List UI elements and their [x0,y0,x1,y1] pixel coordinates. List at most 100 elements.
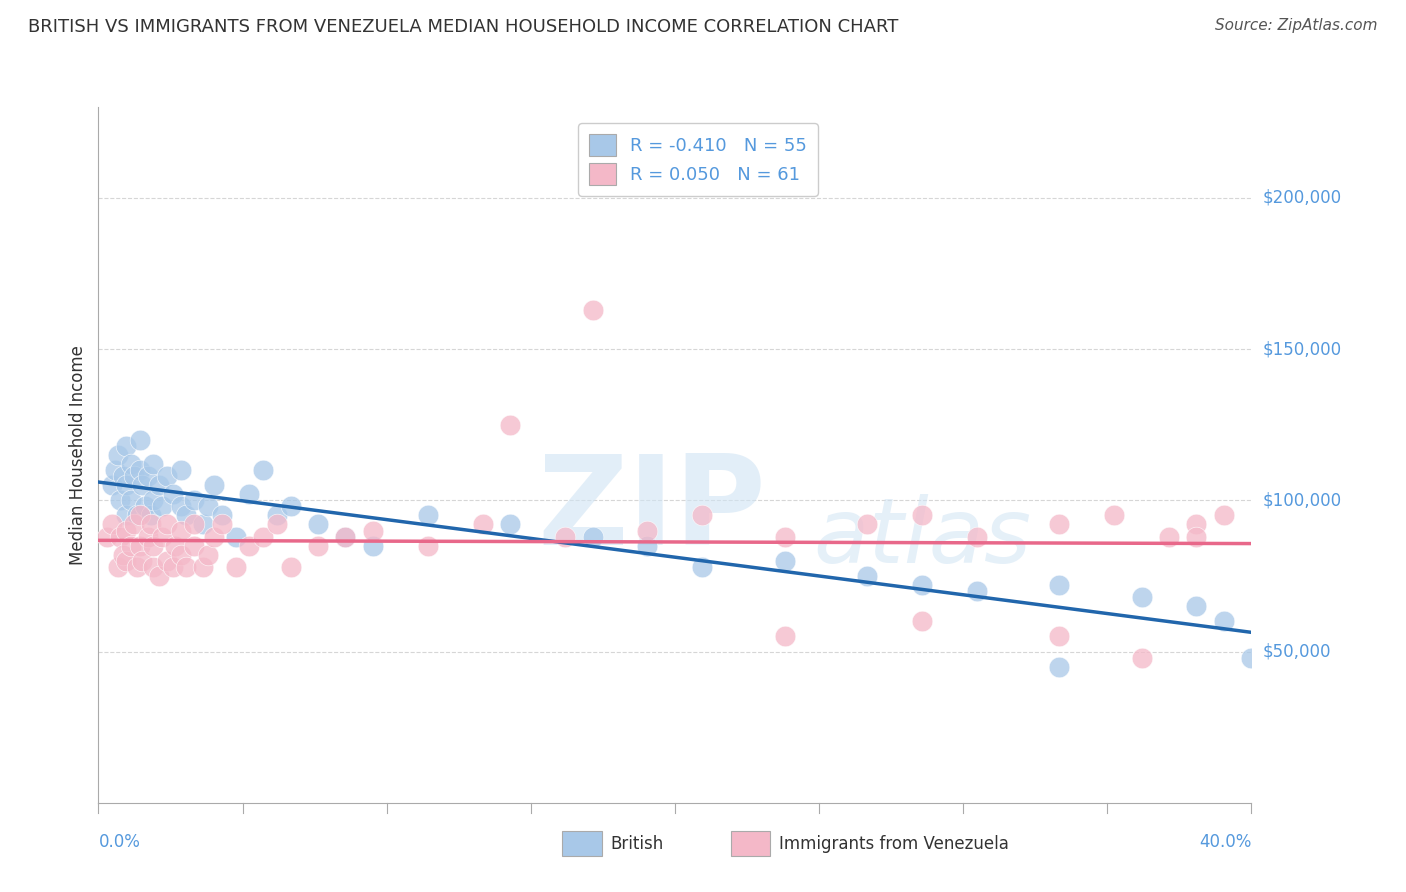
Point [211,508,233,523]
Point [692,559,714,574]
Point [225,530,247,544]
Point [191,559,214,574]
Text: 0.0%: 0.0% [98,833,141,851]
Point [1130,590,1153,604]
Point [122,469,145,483]
Point [1157,530,1180,544]
Point [692,508,714,523]
Point [150,530,173,544]
Point [170,524,193,538]
Text: BRITISH VS IMMIGRANTS FROM VENEZUELA MEDIAN HOUSEHOLD INCOME CORRELATION CHART: BRITISH VS IMMIGRANTS FROM VENEZUELA MED… [28,18,898,36]
Point [280,500,302,514]
Point [174,559,197,574]
Point [128,433,150,447]
Point [238,487,260,501]
Point [134,500,156,514]
Point [197,548,219,562]
Legend: R = -0.410   N = 55, R = 0.050   N = 61: R = -0.410 N = 55, R = 0.050 N = 61 [578,123,818,196]
Point [499,517,522,532]
Point [115,439,138,453]
Point [966,584,988,599]
Point [120,493,142,508]
Point [110,493,132,508]
Point [1047,659,1070,673]
Point [183,493,205,508]
Point [966,530,988,544]
Text: ZIP: ZIP [537,450,766,571]
Point [1212,615,1234,629]
Point [266,517,288,532]
Point [139,517,162,532]
Point [361,524,384,538]
Point [202,478,225,492]
Point [238,539,260,553]
Point [96,530,118,544]
Point [101,517,124,532]
Point [148,478,170,492]
Point [773,629,796,643]
Point [174,508,197,523]
Point [554,530,576,544]
Point [170,500,193,514]
Point [142,539,165,553]
Point [156,554,179,568]
Point [183,539,205,553]
Point [162,559,184,574]
Point [1047,629,1070,643]
Point [636,539,658,553]
Text: 40.0%: 40.0% [1199,833,1251,851]
Point [211,517,233,532]
Point [131,478,153,492]
Point [911,578,934,592]
Point [131,554,153,568]
Text: $100,000: $100,000 [1263,491,1341,509]
Point [911,615,934,629]
Point [125,508,148,523]
Point [136,530,159,544]
Text: $50,000: $50,000 [1263,642,1331,661]
Text: $200,000: $200,000 [1263,189,1341,207]
Point [128,539,150,553]
Point [856,517,879,532]
Point [170,463,193,477]
Point [107,448,129,462]
Point [139,508,162,523]
Point [307,517,329,532]
Text: Immigrants from Venezuela: Immigrants from Venezuela [779,835,1008,853]
Point [115,508,138,523]
Point [136,469,159,483]
Point [1212,508,1234,523]
Point [120,457,142,471]
Point [162,487,184,501]
Point [335,530,357,544]
Point [125,559,148,574]
Point [1185,530,1208,544]
Point [202,530,225,544]
Point [1185,599,1208,614]
Point [416,539,439,553]
Point [1185,517,1208,532]
Point [170,548,193,562]
Point [191,517,214,532]
Point [252,530,274,544]
Point [110,530,132,544]
Point [101,478,124,492]
Point [499,417,522,432]
Point [307,539,329,553]
Point [280,559,302,574]
Point [773,554,796,568]
Point [142,457,165,471]
Point [911,508,934,523]
Point [112,469,135,483]
Point [107,559,129,574]
Point [773,530,796,544]
Point [581,530,603,544]
Point [581,302,603,317]
Point [1130,650,1153,665]
Point [150,500,173,514]
Point [252,463,274,477]
Point [142,493,165,508]
Point [120,539,142,553]
Point [183,517,205,532]
Point [1047,578,1070,592]
